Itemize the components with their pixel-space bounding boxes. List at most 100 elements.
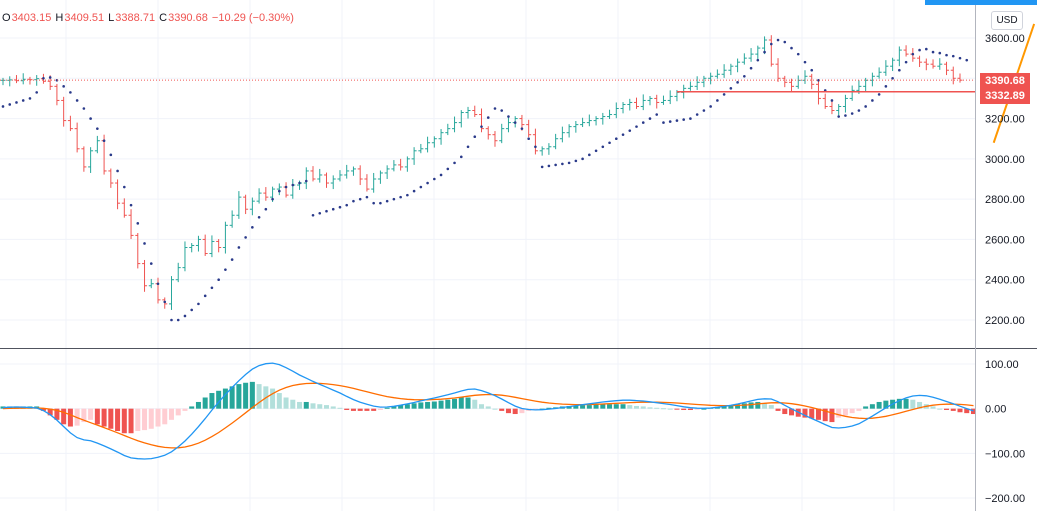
sar-dot [412,189,416,193]
ohlc-bar [81,146,87,172]
ohlc-bar [465,106,471,119]
ohlc-bar [809,73,815,90]
macd-histogram-bar [728,405,734,409]
ohlc-bar [687,81,693,91]
sar-dot [15,101,18,104]
sar-dot [527,137,530,141]
sar-dot [257,215,261,219]
ohlc-bar [189,243,195,253]
sar-dot [109,153,113,157]
sar-dot [722,93,726,96]
ohlc-bar [937,58,943,70]
sar-dot [689,117,692,120]
macd-histogram-bar [182,408,188,411]
macd-histogram-bar [687,408,693,411]
ohlc-bar [903,45,909,57]
sar-dot [473,135,477,138]
ohlc-bar [829,100,835,115]
sar-dot [729,87,733,90]
ohlc-bar [249,197,255,216]
sar-dot [702,109,706,112]
sar-dot [433,177,436,181]
ohlc-bar [532,128,538,155]
sar-dot [763,50,766,54]
macd-histogram-bar [155,408,161,427]
sar-dot [230,258,234,261]
sar-dot [163,300,167,304]
sar-dot [486,116,490,119]
sar-dot [392,197,396,201]
sar-dot [170,318,173,322]
macd-histogram-bar [472,399,478,409]
macd-histogram-bar [573,405,579,409]
last-price-label: 3390.68 [980,73,1030,89]
low-value: 3388.71 [115,12,156,24]
macd-histogram-bar [384,407,390,409]
ohlc-bar [323,172,329,188]
sar-dot [176,318,180,322]
ohlc-bar [580,117,586,128]
macd-histogram-bar [162,408,168,425]
ohlc-bar [930,59,936,69]
sar-dot [123,185,126,189]
macd-histogram-bar [88,408,94,420]
sar-dot [884,85,888,88]
ohlc-bar [148,278,154,289]
macd-histogram-bar [195,401,201,409]
sar-dot [453,161,456,165]
sar-dot [365,195,369,199]
macd-histogram-bar [647,407,653,409]
macd-histogram-bar [54,408,60,420]
ohlc-bar [586,114,592,127]
ohlc-bar [627,98,633,111]
sar-dot [594,149,598,153]
macd-histogram-bar [607,404,613,409]
toolbar-strip [925,0,1037,5]
ohlc-bar [371,172,377,193]
sar-dot [898,68,901,72]
macd-histogram-bar [863,406,869,409]
sar-dot [237,246,241,249]
macd-axis[interactable]: 100.00 0.00 −100.00 −200.00 [985,359,1025,505]
sar-dot [500,109,504,112]
ohlc-bar [182,241,188,272]
currency-button[interactable]: USD [991,11,1023,30]
sar-dot [736,81,739,84]
macd-histogram-bar [485,406,491,409]
sar-dot [958,56,962,60]
sar-dot [493,107,497,110]
sar-dot [278,189,281,193]
sar-dot [311,213,315,217]
macd-histogram-bar [964,408,970,414]
ohlc-bar [775,58,781,82]
macd-histogram-bar [202,397,208,409]
ohlc-bar [344,164,350,179]
ohlc-bar [890,57,896,72]
macd-axis-tick-label: 0.00 [985,404,1006,416]
sar-dot [810,68,814,72]
sar-dot [291,183,295,187]
sar-dot [28,97,32,100]
sar-dot [183,314,187,318]
macd-histogram-bar [371,408,377,411]
sar-dot [190,308,194,312]
ohlc-bar [741,53,747,65]
sar-dot [69,91,72,94]
macd-histogram-bar [896,398,902,409]
macd-histogram-bar [115,408,121,431]
ohlc-bar [539,146,545,156]
macd-histogram-bar [411,403,417,409]
macd-histogram-bar [377,408,383,411]
ohlc-bar [350,166,356,176]
horizontal-line-price-label: 3332.89 [980,88,1030,104]
macd-histogram-bar [236,384,242,409]
macd-histogram-bar [121,408,127,434]
sar-dot [399,195,402,199]
ohlc-bar [842,94,848,113]
macd-histogram-bar [323,405,329,409]
ohlc-bar [67,115,73,132]
sar-dot [628,129,632,132]
macd-histogram-bar [910,399,916,409]
sar-dot [783,40,787,44]
